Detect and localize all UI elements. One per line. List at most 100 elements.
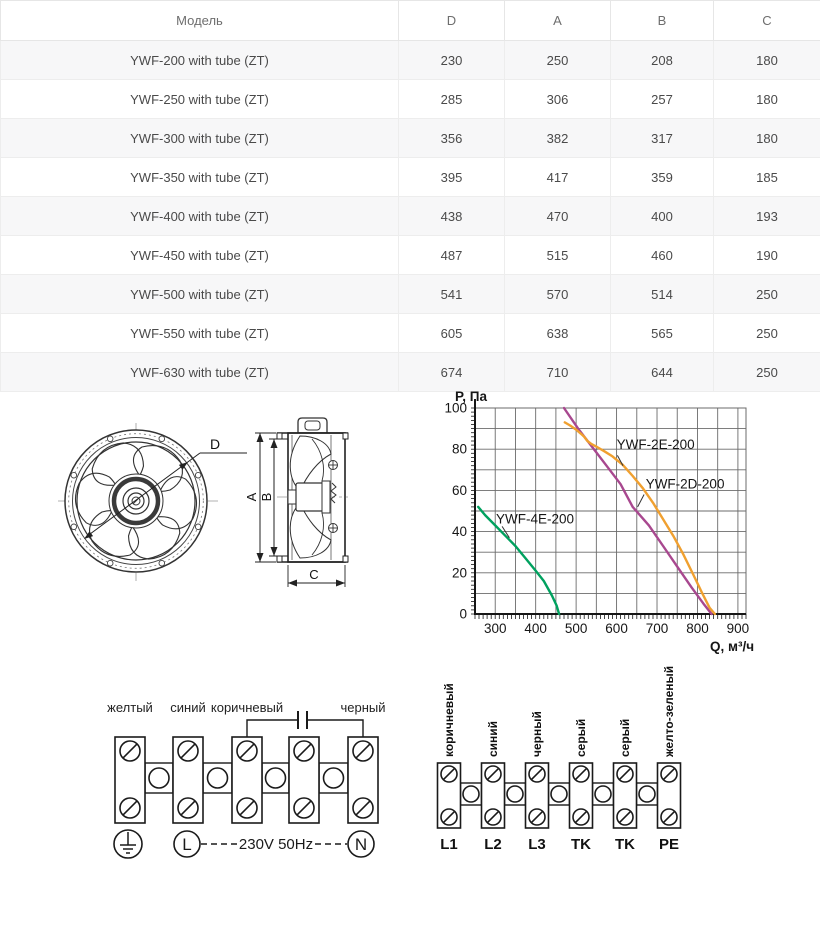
model-cell: YWF-250 with tube (ZT) [0,79,399,119]
table-row: YWF-550 with tube (ZT) 605 638 565 250 [0,313,820,353]
dimension-cell: 644 [610,352,714,392]
link-hole [594,785,612,803]
table-header-row: Модель D A B C [0,0,820,41]
screw-icon [440,808,458,826]
screw-icon [616,808,634,826]
x-tick-label: 900 [727,621,750,636]
line-symbol: L [173,830,201,858]
fan-venturi-ring [76,441,196,561]
fan-side-view: A B C [244,417,349,587]
model-cell: YWF-550 with tube (ZT) [0,313,399,353]
dimension-cell: 400 [610,196,714,236]
earth-symbol [113,829,143,859]
y-axis-title: P, Па [455,389,487,404]
voltage-label: 230V 50Hz [239,836,313,853]
screw-icon [119,797,141,819]
screw-icon [440,765,458,783]
side-view-blades [289,435,332,559]
dimension-cell: 438 [398,196,505,236]
dimension-cell: 193 [713,196,820,236]
svg-text:L: L [182,835,191,854]
fan-flange-ring [72,437,200,565]
table-row: YWF-500 with tube (ZT) 541 570 514 250 [0,274,820,314]
neutral-symbol: N [347,830,375,858]
wire-color-label: черный [340,700,385,715]
dimension-a-label: A [244,492,259,501]
flange-tab [276,555,283,563]
dimension-cell: 250 [504,40,611,80]
dimension-cell: 180 [713,79,820,119]
motor [287,480,337,514]
dimension-a: A [244,432,276,563]
y-tick-label: 60 [452,483,467,498]
x-tick-label: 800 [686,621,709,636]
dimension-cell: 605 [398,313,505,353]
flange-tab [276,432,283,440]
svg-text:N: N [355,835,367,854]
x-tick-label: 600 [605,621,628,636]
terminal-name-label: TK [615,836,635,853]
link-hole [322,767,345,789]
model-cell: YWF-500 with tube (ZT) [0,274,399,314]
terminal-spring [330,482,337,504]
screw-icon [660,765,678,783]
y-tick-label: 100 [444,401,467,416]
screw-icon [177,797,199,819]
y-tick-label: 80 [452,442,467,457]
screw-icon [528,765,546,783]
dimension-cell: 570 [504,274,611,314]
dimension-cell: 185 [713,157,820,197]
model-cell: YWF-450 with tube (ZT) [0,235,399,275]
wire-color-label: черный [530,711,544,757]
terminal-name-label: L2 [484,836,502,853]
screw-icon [484,765,502,783]
x-tick-label: 500 [565,621,588,636]
dimension-cell: 317 [610,118,714,158]
table-row: YWF-200 with tube (ZT) 230 250 208 180 [0,40,820,80]
screw-icon [236,740,258,762]
screw-icon [352,740,374,762]
dimension-cell: 565 [610,313,714,353]
wire-color-label: желтый [107,700,153,715]
screw-icon [293,740,315,762]
screw-icon [177,740,199,762]
screw-icon [660,808,678,826]
y-tick-label: 40 [452,524,467,539]
screw-icon [484,808,502,826]
wire-color-label: серый [618,719,632,757]
screw-icon [328,523,338,533]
wire-color-label: коричневый [442,683,456,757]
dimension-d-label: D [210,436,220,452]
flange-tab [342,432,349,440]
terminal-name-label: L3 [528,836,546,853]
model-cell: YWF-400 with tube (ZT) [0,196,399,236]
dimension-cell: 285 [398,79,505,119]
table-row: YWF-400 with tube (ZT) 438 470 400 193 [0,196,820,236]
wire-color-label: желто-зеленый [662,666,676,758]
dimension-cell: 541 [398,274,505,314]
dimension-cell: 395 [398,157,505,197]
dimension-cell: 208 [610,40,714,80]
link-hole [264,767,287,789]
terminal-name-label: PE [659,836,679,853]
screw-icon [528,808,546,826]
wire-color-label: синий [486,721,500,757]
x-tick-label: 400 [524,621,547,636]
single-phase-wiring-diagram: желтый синий коричневый черный L N 230V 50Hz [107,700,386,859]
dimension-d: D [84,436,247,539]
column-header: Модель [0,0,399,41]
screw-icon [616,765,634,783]
dimension-cell: 359 [610,157,714,197]
dimension-cell: 356 [398,118,505,158]
dimension-c: C [287,565,346,587]
bolt-circle [68,433,204,569]
dimension-cell: 230 [398,40,505,80]
table-header: Модель D A B C [0,0,820,41]
fan-front-view: D [58,423,247,581]
dimension-cell: 257 [610,79,714,119]
dimension-cell: 190 [713,235,820,275]
column-header: D [398,0,505,41]
bolt-hole [158,435,166,443]
wire-color-label: синий [170,700,205,715]
